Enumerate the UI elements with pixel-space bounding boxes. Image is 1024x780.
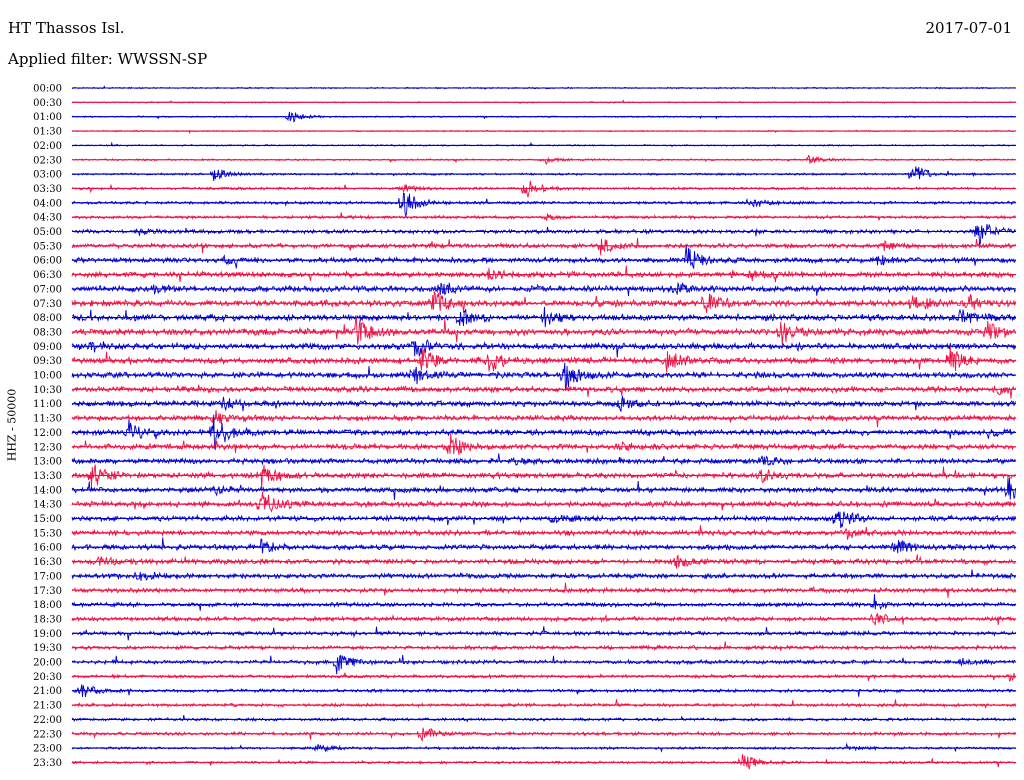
trace-1700 [71, 569, 1016, 582]
trace-2200 [71, 714, 1016, 723]
row-label: 02:00 [33, 141, 62, 152]
row-label: 21:30 [33, 701, 62, 712]
row-label: 07:30 [33, 299, 62, 310]
trace-1400 [71, 477, 1016, 500]
row-label: 20:00 [33, 658, 62, 669]
trace-1100 [71, 395, 1016, 413]
trace-1230 [71, 433, 1016, 455]
row-label: 05:00 [33, 227, 62, 238]
row-label: 01:30 [33, 127, 62, 138]
row-label: 09:30 [33, 356, 62, 367]
trace-1030 [71, 384, 1016, 399]
row-label: 04:00 [33, 198, 62, 209]
trace-0630 [71, 265, 1016, 283]
row-label: 11:30 [33, 414, 62, 425]
trace-1600 [71, 537, 1016, 554]
row-label: 07:00 [33, 284, 62, 295]
row-label: 15:00 [33, 514, 62, 525]
trace-0500 [71, 223, 1016, 246]
row-label: 04:30 [33, 213, 62, 224]
row-label: 17:30 [33, 586, 62, 597]
trace-2130 [71, 699, 1016, 709]
row-label: 14:30 [33, 500, 62, 511]
trace-0930 [71, 346, 1016, 373]
row-label: 02:30 [33, 155, 62, 166]
row-label: 18:30 [33, 614, 62, 625]
row-label: 08:00 [33, 313, 62, 324]
row-label: 20:30 [33, 672, 62, 683]
row-label: 00:30 [33, 98, 62, 109]
trace-0830 [71, 316, 1016, 345]
row-label: 10:30 [33, 385, 62, 396]
trace-0400 [71, 192, 1016, 218]
row-label: 21:00 [33, 686, 62, 697]
trace-1500 [71, 511, 1016, 529]
row-label: 09:00 [33, 342, 62, 353]
row-label: 23:00 [33, 744, 62, 755]
row-label: 22:30 [33, 729, 62, 740]
trace-0430 [71, 212, 1016, 221]
row-label: 01:00 [33, 112, 62, 123]
trace-1000 [71, 362, 1016, 391]
trace-1630 [71, 554, 1016, 569]
row-label: 03:30 [33, 184, 62, 195]
row-label: 13:00 [33, 457, 62, 468]
row-label: 10:00 [33, 371, 62, 382]
trace-1200 [71, 414, 1016, 451]
trace-0800 [71, 306, 1016, 328]
row-label: 17:00 [33, 571, 62, 582]
row-labels: 00:00 00:30 01:00 01:30 02:00 02:30 03:00 03:30… [33, 84, 62, 769]
row-label: 12:00 [33, 428, 62, 439]
row-label: 11:00 [33, 399, 62, 410]
row-label: 16:00 [33, 543, 62, 554]
row-label: 13:30 [33, 471, 62, 482]
row-label: 23:30 [33, 758, 62, 769]
trace-2000 [71, 654, 1016, 675]
row-label: 18:00 [33, 600, 62, 611]
trace-2100 [71, 684, 1016, 697]
trace-1930 [71, 641, 1016, 652]
trace-1300 [71, 453, 1016, 466]
row-label: 03:00 [33, 170, 62, 181]
row-label: 22:00 [33, 715, 62, 726]
row-label: 06:30 [33, 270, 62, 281]
row-label: 19:00 [33, 629, 62, 640]
trace-0730 [71, 290, 1016, 313]
row-label: 06:00 [33, 256, 62, 267]
row-label: 00:00 [33, 84, 62, 95]
row-label: 19:30 [33, 643, 62, 654]
trace-1800 [71, 593, 1016, 611]
trace-1330 [71, 464, 1016, 489]
row-label: 14:00 [33, 485, 62, 496]
trace-0900 [71, 339, 1016, 358]
trace-0600 [71, 245, 1016, 270]
row-label: 12:30 [33, 442, 62, 453]
row-label: 08:30 [33, 327, 62, 338]
trace-1430 [71, 491, 1016, 513]
station-title: HT Thassos Isl. [8, 19, 125, 37]
trace-2330 [71, 754, 1016, 770]
row-label: 05:30 [33, 241, 62, 252]
trace-0530 [71, 237, 1016, 256]
date-label: 2017-07-01 [925, 19, 1012, 37]
filter-label: Applied filter: WWSSN-SP [8, 50, 208, 68]
traces [71, 85, 1016, 770]
row-label: 15:30 [33, 528, 62, 539]
row-label: 16:30 [33, 557, 62, 568]
